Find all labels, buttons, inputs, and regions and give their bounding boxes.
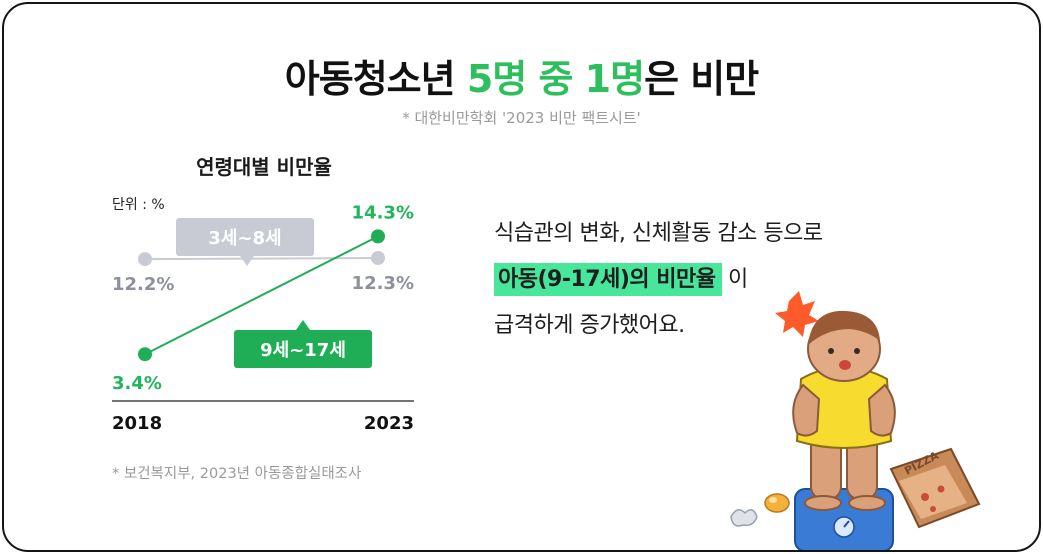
description-line-2: 아동(9-17세)의 비만율 이	[494, 260, 914, 306]
description: 식습관의 변화, 신체활동 감소 등으로 아동(9-17세)의 비만율 이 급격…	[494, 214, 914, 352]
chart-title: 연령대별 비만율	[196, 155, 332, 179]
x-tick-label-2023: 2023	[364, 413, 414, 434]
description-line-1: 식습관의 변화, 신체활동 감소 등으로	[494, 221, 823, 246]
legend-badge-label-1: 9세~17세	[260, 340, 346, 361]
child-on-scale-illustration: PIZZA	[730, 291, 981, 550]
tissue-icon	[730, 509, 758, 527]
legend-badge-pointer-0	[240, 256, 254, 266]
description-line-2-suffix: 이	[721, 267, 748, 292]
legend-badge-bg-1	[234, 330, 372, 368]
title-highlight: 5명 중 1명	[466, 57, 645, 101]
page-title: 아동청소년 5명 중 1명은 비만	[4, 48, 1039, 103]
legend-badge-pointer-1	[296, 320, 310, 330]
data-point-0-1	[371, 251, 385, 266]
line-chart: 2018 2023 12.2% 12.3% 3세~8세 3.4% 14.3% 9세~17세	[112, 202, 414, 434]
legend-badge-bg-0	[176, 218, 314, 256]
data-label-0-1: 12.3%	[352, 273, 414, 294]
legend-badge-1: 9세~17세	[234, 320, 372, 368]
pizza-box-icon: PIZZA	[889, 447, 981, 529]
description-highlight: 아동(9-17세)의 비만율	[494, 263, 722, 296]
snack-icon	[764, 493, 790, 513]
child-head	[807, 310, 881, 382]
source-top: * 대한비만학회 '2023 비만 팩트시트'	[402, 109, 641, 127]
series-line-1	[144, 235, 379, 356]
source-bottom: * 보건복지부, 2023년 아동종합실태조사	[112, 466, 362, 482]
chart-unit: 단위 : %	[112, 197, 165, 213]
data-point-1-1	[371, 229, 385, 244]
title-prefix: 아동청소년	[284, 57, 467, 101]
series-line-0	[144, 257, 379, 261]
x-tick-label-2018: 2018	[112, 413, 162, 434]
data-label-0-0: 12.2%	[112, 274, 174, 295]
data-point-1-0	[138, 347, 152, 362]
legend-badge-label-0: 3세~8세	[208, 228, 281, 249]
description-line-3: 급격하게 증가했어요.	[494, 313, 685, 338]
title-suffix: 은 비만	[644, 57, 759, 101]
data-point-0-0	[138, 252, 152, 267]
surprise-mark-icon	[775, 291, 819, 337]
data-label-1-1: 14.3%	[352, 202, 414, 223]
legend-badge-0: 3세~8세	[176, 218, 314, 266]
data-label-1-0: 3.4%	[112, 373, 162, 394]
